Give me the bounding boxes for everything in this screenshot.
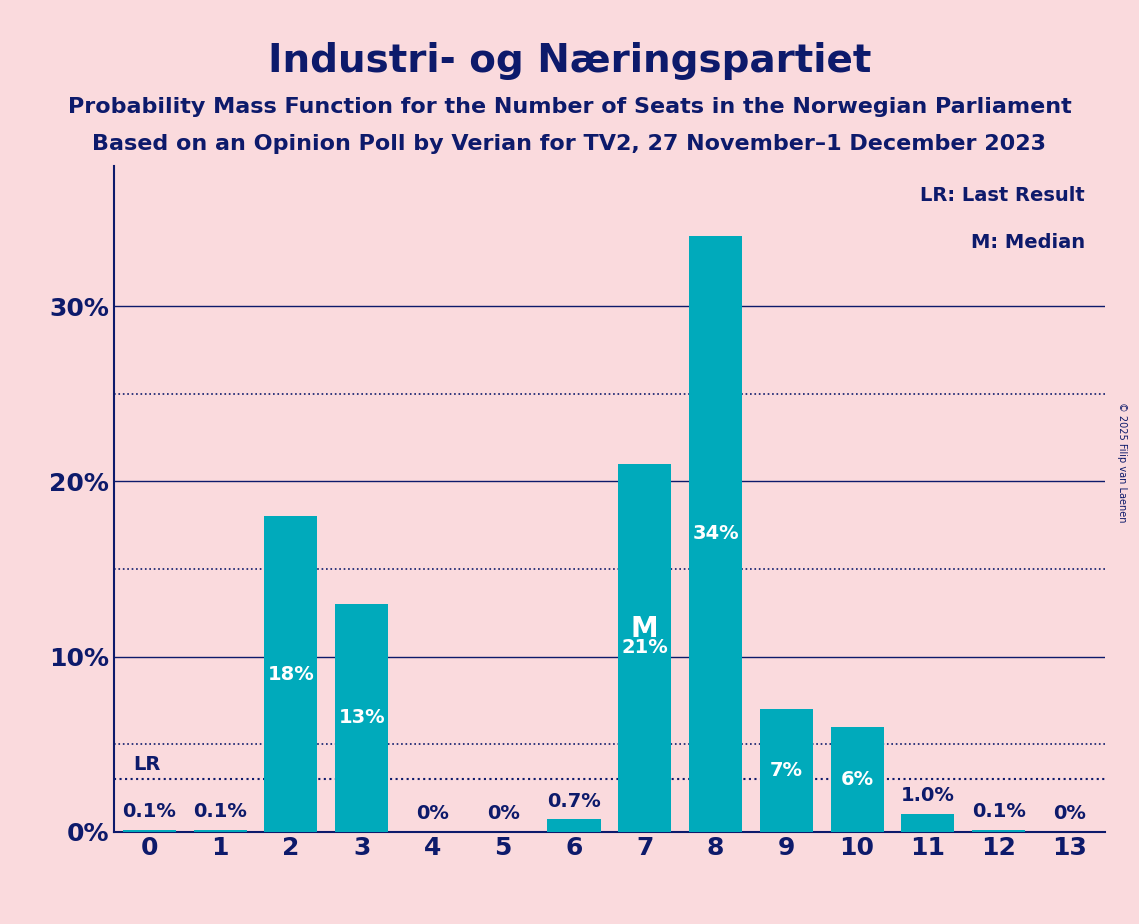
Text: 0%: 0% xyxy=(486,804,519,823)
Bar xyxy=(760,709,813,832)
Text: LR: LR xyxy=(133,755,161,773)
Bar xyxy=(264,517,318,832)
Bar xyxy=(689,237,743,832)
Text: 0%: 0% xyxy=(1052,804,1085,823)
Bar xyxy=(335,604,388,832)
Text: Industri- og Næringspartiet: Industri- og Næringspartiet xyxy=(268,42,871,79)
Text: 7%: 7% xyxy=(770,760,803,780)
Text: 34%: 34% xyxy=(693,525,739,543)
Text: M: M xyxy=(631,615,658,643)
Text: 0.1%: 0.1% xyxy=(122,802,177,821)
Text: 18%: 18% xyxy=(268,664,314,684)
Bar xyxy=(194,830,247,832)
Text: 0.1%: 0.1% xyxy=(194,802,247,821)
Text: 1.0%: 1.0% xyxy=(901,786,954,806)
Text: Probability Mass Function for the Number of Seats in the Norwegian Parliament: Probability Mass Function for the Number… xyxy=(67,97,1072,117)
Text: 13%: 13% xyxy=(338,709,385,727)
Text: 21%: 21% xyxy=(622,638,669,657)
Text: 0%: 0% xyxy=(416,804,449,823)
Bar xyxy=(618,464,671,832)
Bar xyxy=(901,814,954,832)
Bar xyxy=(830,726,884,832)
Text: 0.1%: 0.1% xyxy=(972,802,1025,821)
Text: 0.7%: 0.7% xyxy=(547,792,601,810)
Text: Based on an Opinion Poll by Verian for TV2, 27 November–1 December 2023: Based on an Opinion Poll by Verian for T… xyxy=(92,134,1047,154)
Bar xyxy=(548,820,600,832)
Text: LR: Last Result: LR: Last Result xyxy=(920,187,1085,205)
Bar xyxy=(972,830,1025,832)
Text: M: Median: M: Median xyxy=(970,233,1085,252)
Text: © 2025 Filip van Laenen: © 2025 Filip van Laenen xyxy=(1117,402,1126,522)
Bar xyxy=(123,830,175,832)
Text: 6%: 6% xyxy=(841,770,874,788)
